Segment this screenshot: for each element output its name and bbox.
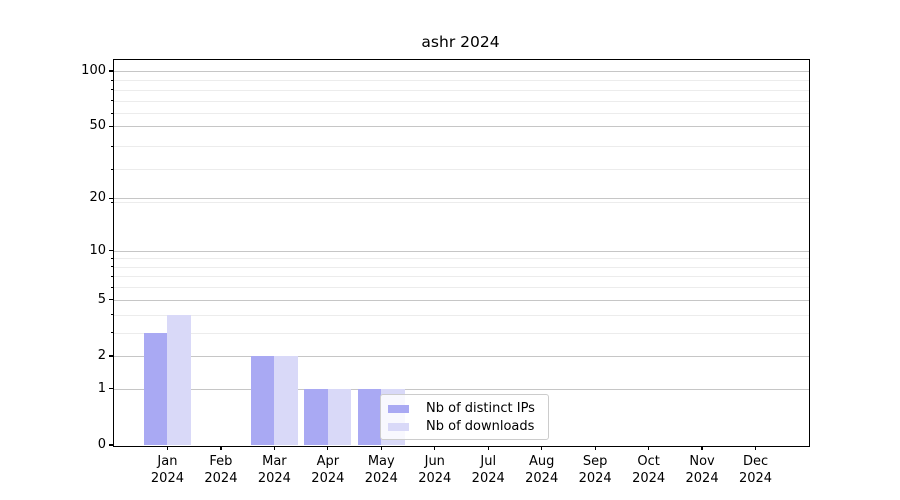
y-gridline-minor	[114, 202, 809, 204]
y-minor-tick-mark	[110, 332, 113, 334]
y-gridline-minor	[114, 113, 809, 115]
legend-item-distinct-ips: Nb of distinct IPs	[381, 400, 548, 418]
y-tick-label: 5	[97, 291, 106, 307]
y-gridline-minor	[114, 169, 809, 171]
y-tick-mark	[109, 125, 113, 127]
y-tick-mark	[109, 388, 113, 390]
y-gridline-major	[114, 355, 809, 357]
y-gridline-major	[114, 299, 809, 301]
y-gridline-minor	[114, 314, 809, 316]
y-tick-mark	[109, 355, 113, 357]
x-tick-mark	[166, 446, 169, 450]
legend: Nb of distinct IPs Nb of downloads	[380, 394, 549, 440]
y-tick-label: 100	[81, 62, 106, 78]
y-tick-mark	[109, 444, 113, 446]
y-minor-tick-mark	[110, 145, 113, 147]
y-gridline-minor	[114, 146, 809, 148]
x-tick-label: Dec 2024	[738, 454, 773, 486]
legend-label-downloads: Nb of downloads	[426, 419, 535, 434]
y-minor-tick-mark	[110, 201, 113, 203]
y-minor-tick-mark	[110, 89, 113, 91]
y-tick-label: 0	[97, 437, 106, 452]
x-tick-label: Oct 2024	[632, 454, 666, 486]
y-minor-tick-mark	[110, 275, 113, 277]
y-minor-tick-mark	[110, 168, 113, 170]
y-gridline-minor	[114, 80, 809, 82]
x-tick-mark	[434, 446, 436, 450]
x-tick-label: Feb 2024	[204, 454, 238, 486]
y-tick-label: 1	[97, 380, 106, 396]
y-minor-tick-mark	[110, 79, 113, 81]
bar-distinct-ips	[357, 388, 382, 445]
y-tick-mark	[109, 70, 113, 72]
x-tick-label: Mar 2024	[257, 454, 291, 486]
x-tick-label: Apr 2024	[311, 454, 345, 486]
x-tick-mark	[701, 446, 703, 450]
bar-distinct-ips	[143, 332, 168, 445]
x-tick-label: Jul 2024	[471, 454, 505, 486]
y-tick-mark	[109, 299, 113, 301]
x-tick-mark	[380, 446, 382, 450]
x-tick-label: Aug 2024	[525, 454, 559, 486]
y-gridline-major	[114, 388, 809, 390]
bar-downloads	[327, 388, 352, 445]
y-gridline-major	[114, 70, 809, 72]
y-minor-tick-mark	[110, 314, 113, 316]
x-tick-mark	[220, 446, 222, 450]
x-tick-mark	[754, 446, 757, 450]
y-gridline-major	[114, 250, 809, 252]
legend-swatch-downloads	[388, 423, 409, 431]
y-minor-tick-mark	[110, 257, 113, 259]
y-minor-tick-mark	[110, 112, 113, 114]
x-tick-mark	[327, 446, 329, 450]
plot-area: 0 1 2 5 10 20 50 100 Jan 2024 Feb 2024 Mar 2024 Apr…	[81, 59, 810, 486]
y-tick-label: 20	[89, 190, 106, 206]
y-tick-label: 2	[97, 347, 106, 363]
x-tick-label: Sep 2024	[578, 454, 612, 486]
x-tick-mark	[487, 446, 489, 450]
legend-label-distinct-ips: Nb of distinct IPs	[426, 401, 535, 416]
y-gridline-minor	[114, 100, 809, 102]
y-gridline-minor	[114, 276, 809, 278]
x-tick-mark	[273, 446, 275, 450]
y-gridline-minor	[114, 258, 809, 260]
y-gridline-minor	[114, 287, 809, 289]
y-gridline-major	[114, 198, 809, 200]
bar-downloads	[167, 314, 191, 445]
y-minor-tick-mark	[110, 266, 113, 268]
x-tick-label: May 2024	[364, 454, 398, 486]
y-tick-label: 50	[89, 118, 106, 134]
y-tick-mark	[109, 250, 113, 252]
y-minor-tick-mark	[110, 100, 113, 102]
x-tick-mark	[594, 446, 596, 450]
x-tick-mark	[648, 446, 650, 450]
y-gridline-major	[114, 126, 809, 128]
y-tick-mark	[109, 197, 113, 199]
y-gridline-minor	[114, 332, 809, 334]
bar-distinct-ips	[304, 388, 328, 445]
x-tick-mark	[541, 446, 543, 450]
chart-title: ashr 2024	[421, 33, 500, 51]
legend-swatch-distinct-ips	[388, 405, 409, 413]
legend-item-downloads: Nb of downloads	[381, 418, 548, 436]
y-gridline-minor	[114, 89, 809, 91]
y-tick-label: 10	[89, 242, 106, 258]
x-tick-label: Jun 2024	[418, 454, 452, 486]
y-minor-tick-mark	[110, 286, 113, 288]
bar-distinct-ips	[250, 355, 275, 445]
bar-downloads	[274, 355, 298, 445]
x-tick-label: Jan 2024	[150, 454, 184, 486]
y-gridline-minor	[114, 266, 809, 268]
x-tick-label: Nov 2024	[685, 454, 719, 486]
